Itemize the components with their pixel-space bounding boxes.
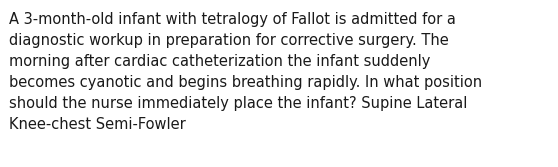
Text: A 3-month-old infant with tetralogy of Fallot is admitted for a
diagnostic worku: A 3-month-old infant with tetralogy of F…	[9, 12, 482, 132]
